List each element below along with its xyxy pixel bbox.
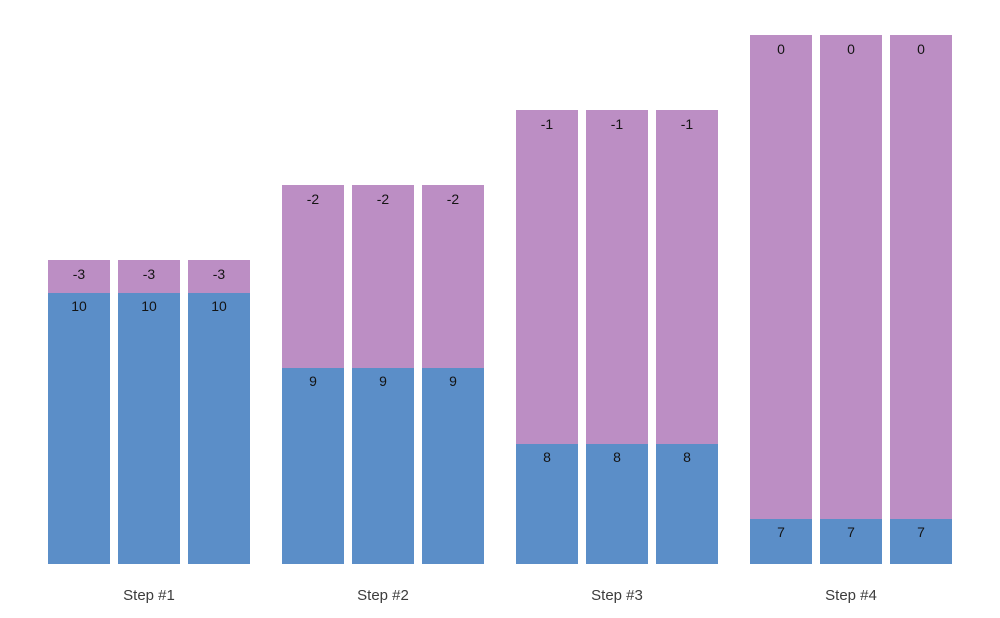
- category-label: Step #3: [591, 587, 643, 604]
- bar: -3 10: [118, 260, 180, 564]
- bar-segment-bottom: 7: [820, 519, 882, 564]
- bar: -1 8: [516, 110, 578, 564]
- bar: 0 7: [890, 35, 952, 564]
- segment-value-label: -1: [680, 116, 694, 132]
- bar-segment-top: -2: [422, 185, 484, 368]
- bar-segment-bottom: 7: [750, 519, 812, 564]
- segment-value-label: 10: [211, 298, 227, 314]
- bar-segment-top: -2: [282, 185, 344, 368]
- segment-value-label: 8: [613, 449, 621, 465]
- segment-value-label: -3: [212, 266, 226, 282]
- segment-value-label: 8: [683, 449, 691, 465]
- bar-group-step-2: -2 9 -2 9 -2 9: [282, 185, 484, 564]
- bar-segment-top: -1: [656, 110, 718, 444]
- bar-segment-bottom: 10: [188, 293, 250, 564]
- segment-value-label: 0: [917, 41, 925, 57]
- bar: -3 10: [48, 260, 110, 564]
- category-label: Step #1: [123, 587, 175, 604]
- segment-value-label: 0: [847, 41, 855, 57]
- bar-segment-top: -2: [352, 185, 414, 368]
- bar-segment-bottom: 8: [586, 444, 648, 564]
- bar-segment-bottom: 9: [422, 368, 484, 564]
- bar-segment-top: -1: [586, 110, 648, 444]
- segment-value-label: 0: [777, 41, 785, 57]
- segment-value-label: 8: [543, 449, 551, 465]
- bar-segment-top: -3: [188, 260, 250, 293]
- segment-value-label: 10: [141, 298, 157, 314]
- bar-segment-bottom: 8: [516, 444, 578, 564]
- bar-segment-bottom: 9: [282, 368, 344, 564]
- bar-segment-bottom: 10: [48, 293, 110, 564]
- bar: -3 10: [188, 260, 250, 564]
- bar: -2 9: [282, 185, 344, 564]
- segment-value-label: -2: [446, 191, 460, 207]
- bar: -2 9: [422, 185, 484, 564]
- segment-value-label: -1: [540, 116, 554, 132]
- bar-segment-top: 0: [750, 35, 812, 519]
- bar-group-step-3: -1 8 -1 8 -1 8: [516, 110, 718, 564]
- segment-value-label: 9: [379, 373, 387, 389]
- bar: 0 7: [750, 35, 812, 564]
- bar: -1 8: [586, 110, 648, 564]
- segment-value-label: 10: [71, 298, 87, 314]
- category-label: Step #4: [825, 587, 877, 604]
- segment-value-label: 9: [449, 373, 457, 389]
- segment-value-label: -2: [376, 191, 390, 207]
- category-axis: Step #1 Step #2 Step #3 Step #4: [48, 587, 952, 604]
- bar-segment-bottom: 8: [656, 444, 718, 564]
- bar-segment-bottom: 10: [118, 293, 180, 564]
- bar-segment-top: -3: [48, 260, 110, 293]
- bar-segment-top: -3: [118, 260, 180, 293]
- plot-area: -3 10 -3 10 -3 10 -2 9 -2 9 -2: [48, 35, 952, 564]
- bar-group-step-1: -3 10 -3 10 -3 10: [48, 260, 250, 564]
- bar-segment-top: -1: [516, 110, 578, 444]
- bar-segment-top: 0: [820, 35, 882, 519]
- bar: -2 9: [352, 185, 414, 564]
- category-label: Step #2: [357, 587, 409, 604]
- bar: 0 7: [820, 35, 882, 564]
- bar-segment-bottom: 9: [352, 368, 414, 564]
- bar-group-step-4: 0 7 0 7 0 7: [750, 35, 952, 564]
- segment-value-label: 7: [777, 524, 785, 540]
- segment-value-label: -2: [306, 191, 320, 207]
- segment-value-label: 9: [309, 373, 317, 389]
- segment-value-label: 7: [847, 524, 855, 540]
- bar-segment-top: 0: [890, 35, 952, 519]
- segment-value-label: -3: [72, 266, 86, 282]
- bar-segment-bottom: 7: [890, 519, 952, 564]
- bar: -1 8: [656, 110, 718, 564]
- segment-value-label: -1: [610, 116, 624, 132]
- segment-value-label: 7: [917, 524, 925, 540]
- segment-value-label: -3: [142, 266, 156, 282]
